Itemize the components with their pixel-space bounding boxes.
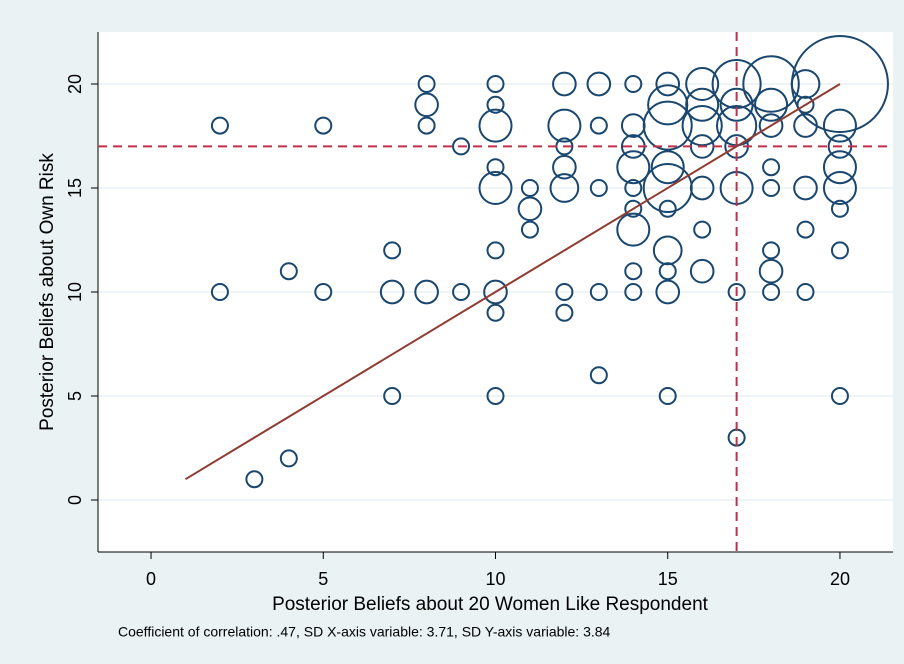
- bubble: [624, 199, 643, 218]
- bubble: [589, 116, 608, 135]
- bubble: [796, 220, 815, 239]
- bubble: [486, 303, 505, 322]
- bubble: [822, 150, 857, 185]
- bubble: [245, 470, 264, 489]
- bubble: [793, 113, 818, 138]
- bubble: [279, 449, 298, 468]
- x-tick-label: 5: [318, 569, 328, 589]
- bubble: [555, 283, 574, 301]
- bubble: [758, 258, 784, 284]
- bubble: [658, 262, 677, 281]
- bubble: [210, 283, 229, 301]
- bubble: [652, 235, 683, 266]
- bubble: [655, 71, 681, 97]
- y-tick-label: 15: [65, 178, 85, 198]
- bubble: [520, 179, 539, 197]
- bubble: [762, 179, 781, 197]
- y-tick-label: 5: [65, 391, 85, 401]
- bubble: [549, 173, 580, 203]
- bubble: [414, 279, 439, 305]
- bubble: [586, 71, 612, 97]
- bubble: [790, 35, 889, 133]
- bubble: [210, 116, 229, 135]
- bubble: [478, 171, 513, 205]
- bubble: [555, 303, 574, 322]
- bubble: [520, 220, 539, 239]
- bubble: [689, 258, 715, 284]
- bubble: [762, 241, 781, 260]
- bubble: [452, 283, 471, 301]
- bubble: [830, 199, 849, 218]
- y-axis-title: Posterior Beliefs about Own Risk: [37, 153, 58, 431]
- bubble: [486, 95, 505, 114]
- bubble: [624, 262, 643, 281]
- note: Coefficient of correlation: .47, SD X-ax…: [118, 624, 611, 640]
- bubble: [478, 108, 513, 143]
- bubble: [685, 87, 720, 122]
- bubble: [624, 283, 643, 301]
- bubble: [762, 283, 781, 301]
- bubble: [742, 55, 800, 113]
- x-tick-label: 20: [830, 569, 850, 589]
- bubble: [589, 366, 608, 385]
- bubble: [417, 116, 436, 135]
- bubble: [647, 84, 689, 126]
- bubble: [589, 283, 608, 301]
- bubble: [414, 92, 439, 118]
- bubble: [762, 158, 781, 177]
- bubble: [642, 100, 693, 151]
- bubble: [379, 279, 405, 305]
- bubble: [589, 179, 608, 197]
- bubble: [452, 137, 471, 156]
- fit-line: [184, 83, 841, 481]
- bubble: [754, 87, 789, 122]
- bubble: [552, 154, 577, 180]
- bubble: [517, 196, 543, 222]
- bubble: [279, 262, 298, 281]
- bubble: [796, 283, 815, 301]
- bubble: [719, 87, 754, 122]
- y-tick-label: 10: [65, 282, 85, 302]
- x-axis-title: Posterior Beliefs about 20 Women Like Re…: [272, 594, 709, 615]
- bubble: [486, 387, 505, 405]
- bubble: [624, 179, 643, 197]
- bubble: [689, 175, 715, 201]
- bubble: [758, 113, 784, 138]
- bubble: [830, 387, 849, 405]
- y-tick-label: 20: [65, 74, 85, 94]
- bubble: [727, 283, 746, 301]
- bubble: [383, 387, 402, 405]
- bubble: [796, 95, 815, 114]
- bubble: [616, 212, 651, 247]
- bubble: [547, 108, 582, 143]
- bubble: [486, 241, 505, 260]
- bubble: [650, 150, 685, 185]
- bubble: [655, 279, 681, 305]
- bubble: [658, 387, 677, 405]
- bubble: [693, 220, 712, 239]
- bubble: [314, 283, 333, 301]
- bubble: [552, 71, 577, 97]
- bubble: [417, 75, 436, 93]
- bubble: [314, 116, 333, 135]
- x-tick-label: 15: [658, 569, 678, 589]
- bubble: [624, 75, 643, 93]
- bubble: [822, 171, 857, 205]
- bubble: [685, 67, 720, 101]
- bubble: [486, 75, 505, 93]
- y-tick-label: 0: [65, 495, 85, 505]
- x-tick-label: 10: [485, 569, 505, 589]
- bubble: [616, 150, 651, 185]
- bubble: [830, 241, 849, 260]
- bubble: [822, 108, 857, 143]
- x-tick-label: 0: [146, 569, 156, 589]
- bubble: [681, 105, 723, 147]
- bubble: [793, 175, 818, 201]
- bubble: [658, 199, 677, 218]
- bubble: [383, 241, 402, 260]
- bubble: [486, 158, 505, 177]
- bubble: [483, 279, 508, 305]
